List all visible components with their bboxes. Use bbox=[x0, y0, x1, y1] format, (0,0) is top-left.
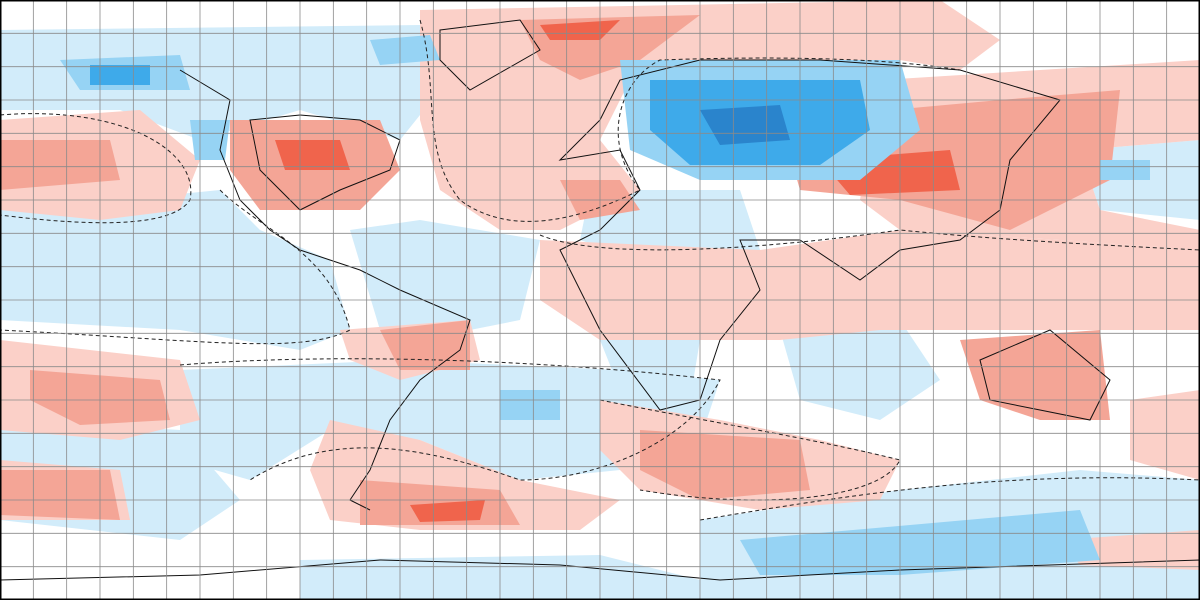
anomaly-map bbox=[0, 0, 1200, 600]
grid bbox=[0, 0, 1200, 600]
page: (() => { const data = JSON.parse(documen… bbox=[0, 0, 1200, 600]
